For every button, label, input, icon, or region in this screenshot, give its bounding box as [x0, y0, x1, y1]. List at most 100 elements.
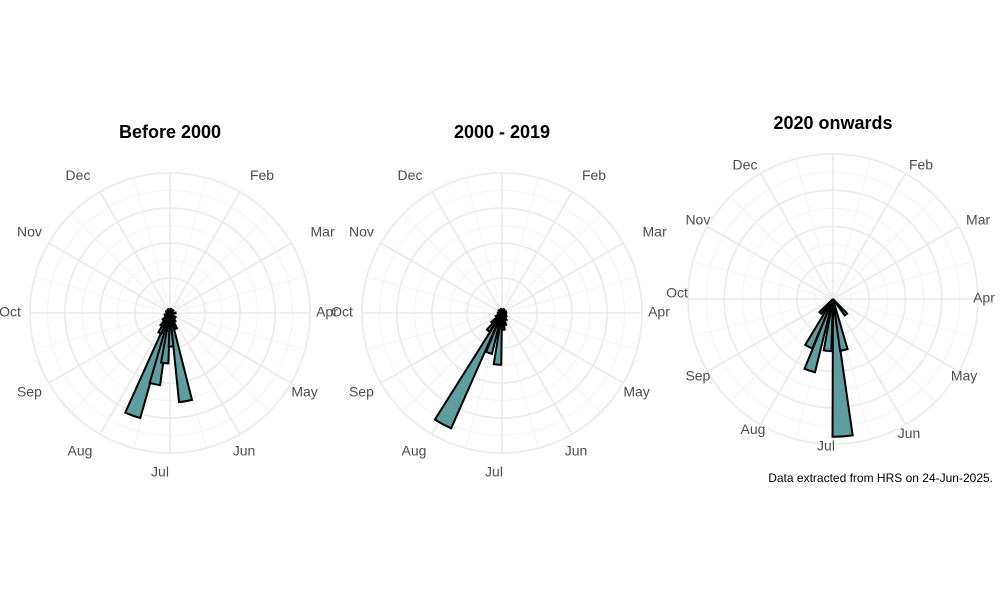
month-label-jul: Jul — [817, 438, 835, 454]
panel-title: 2020 onwards — [773, 113, 892, 133]
grid-spoke — [133, 177, 171, 314]
bars — [123, 307, 194, 420]
grid-spoke — [169, 242, 292, 314]
month-labels: Dec Feb Mar Apr May Jun Jul Aug Sep Oct Nov — [666, 157, 995, 454]
bar — [169, 312, 178, 320]
month-label-may: May — [951, 368, 977, 384]
grid-spoke — [169, 213, 270, 314]
grid-spoke — [99, 191, 171, 314]
month-label-jun: Jun — [898, 425, 921, 441]
grid-spoke — [34, 312, 171, 350]
month-label-dec: Dec — [733, 157, 758, 173]
bar — [169, 312, 194, 404]
grid-spoke — [380, 242, 503, 314]
grid-spoke — [501, 312, 638, 350]
grid-spoke — [34, 276, 171, 314]
grid-spoke — [795, 158, 834, 300]
month-label-oct: Oct — [0, 304, 21, 320]
grid-spoke — [169, 312, 270, 413]
grid-spoke — [692, 298, 834, 337]
grid-spoke — [501, 312, 539, 449]
month-label-apr: Apr — [648, 304, 670, 320]
grid-spoke — [402, 312, 503, 413]
polar-panel-before-2000: Before 2000 Dec Feb Mar Apr May Jun Jul Aug Sep O… — [0, 122, 338, 480]
month-label-may: May — [291, 384, 317, 400]
grid-spoke — [169, 312, 241, 435]
grid-spoke — [70, 312, 171, 413]
grid-spoke — [366, 276, 503, 314]
month-label-nov: Nov — [349, 224, 374, 240]
grid-spoke — [501, 191, 573, 314]
month-label-mar: Mar — [966, 212, 990, 228]
month-label-nov: Nov — [685, 212, 710, 228]
grid-spoke — [70, 213, 171, 314]
bar — [484, 312, 503, 355]
grid-spoke — [832, 173, 907, 300]
grid-spoke — [832, 225, 959, 300]
polar-grid — [687, 153, 979, 445]
grid-spoke — [832, 298, 959, 373]
month-label-mar: Mar — [643, 224, 667, 240]
month-label-mar: Mar — [311, 224, 335, 240]
grid-spoke — [832, 158, 871, 300]
grid-spoke — [730, 196, 834, 300]
month-label-jun: Jun — [565, 442, 588, 458]
bar — [148, 312, 171, 387]
grid-spoke — [169, 276, 306, 314]
month-label-apr: Apr — [973, 290, 995, 306]
grid-spoke — [832, 196, 936, 300]
month-label-sep: Sep — [685, 368, 710, 384]
grid-spoke — [48, 242, 171, 314]
bar — [496, 311, 503, 315]
month-label-sep: Sep — [349, 384, 374, 400]
bars — [803, 298, 854, 438]
grid-spoke — [501, 177, 539, 314]
month-label-apr: Apr — [316, 304, 338, 320]
grid-spoke — [169, 191, 241, 314]
bar — [803, 298, 834, 350]
month-label-oct: Oct — [331, 304, 353, 320]
bar — [501, 312, 508, 316]
month-label-jun: Jun — [233, 442, 256, 458]
month-label-jul: Jul — [485, 464, 503, 480]
month-label-feb: Feb — [909, 157, 933, 173]
grid-spoke — [169, 177, 207, 314]
grid-spoke — [832, 298, 936, 402]
grid-spoke — [465, 177, 503, 314]
grid-spoke — [431, 191, 503, 314]
polar-panel-2000-2019: 2000 - 2019 Dec Feb Mar Apr May Jun Jul Aug Sep O… — [331, 122, 670, 480]
polar-grid — [361, 172, 643, 454]
polar-panel-2020-onwards: 2020 onwards Dec Feb Mar Apr May Jun Jul Aug Sep… — [666, 113, 995, 454]
month-labels: Dec Feb Mar Apr May Jun Jul Aug Sep Oct Nov — [331, 167, 670, 480]
grid-spoke — [169, 312, 292, 384]
month-label-sep: Sep — [17, 384, 42, 400]
grid-spoke — [402, 213, 503, 314]
month-label-aug: Aug — [402, 442, 427, 458]
grid-spoke — [707, 225, 834, 300]
grid-spoke — [759, 173, 834, 300]
bar — [169, 311, 177, 315]
bar — [123, 312, 171, 420]
grid-spoke — [48, 312, 171, 384]
month-label-feb: Feb — [582, 167, 606, 183]
bar — [492, 312, 503, 366]
bars — [433, 307, 509, 430]
month-label-dec: Dec — [66, 167, 91, 183]
grid-spoke — [501, 276, 638, 314]
grid-spoke — [730, 298, 834, 402]
grid-spoke — [832, 298, 907, 425]
month-label-may: May — [623, 384, 649, 400]
grid-spoke — [366, 312, 503, 350]
grid-spoke — [707, 298, 834, 373]
month-label-nov: Nov — [17, 224, 42, 240]
bar — [159, 312, 171, 365]
month-label-dec: Dec — [398, 167, 423, 183]
grid-spoke — [692, 261, 834, 300]
grid-spoke — [501, 242, 624, 314]
grid-spoke — [832, 298, 974, 337]
grid-spoke — [501, 213, 602, 314]
grid-spoke — [380, 312, 503, 384]
month-label-aug: Aug — [68, 442, 93, 458]
grid-spoke — [832, 261, 974, 300]
